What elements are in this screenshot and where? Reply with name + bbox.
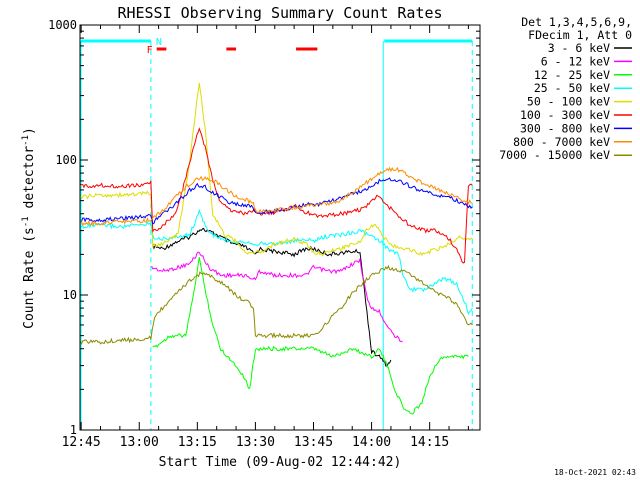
plot-frame (79, 24, 481, 431)
x-tick-label: 13:15 (178, 435, 217, 450)
y-tick-label: 100 (55, 153, 77, 167)
legend-label: 100 - 300 keV (520, 108, 610, 122)
legend: Det 1,3,4,5,6,9, FDecim 1, Att 0 3 - 6 k… (499, 15, 632, 162)
night-flare-bands: NF (80, 37, 473, 430)
x-tick-label: 13:30 (236, 435, 275, 450)
x-tick-label: 14:15 (410, 435, 449, 450)
y-tick-label: 10 (63, 288, 77, 302)
series-line (152, 227, 392, 367)
series-line (80, 127, 473, 264)
series-line (79, 264, 473, 345)
generation-timestamp: 18-Oct-2021 02:43 (554, 468, 636, 477)
legend-label: 800 - 7000 keV (513, 135, 610, 149)
chart-title: RHESSI Observing Summary Count Rates (117, 4, 442, 22)
legend-label: 12 - 25 keV (534, 68, 610, 82)
x-axis-label: Start Time (09-Aug-02 12:44:42) (159, 455, 402, 470)
series-lines (79, 82, 473, 415)
legend-header-line: FDecim 1, Att 0 (528, 28, 632, 42)
series-line (151, 251, 403, 343)
series-line (79, 82, 473, 257)
legend-label: 25 - 50 keV (534, 81, 610, 95)
y-label-part: ) (22, 127, 37, 135)
night-label: N (156, 37, 162, 48)
x-tick-label: 12:45 (62, 435, 101, 450)
legend-label: 300 - 800 keV (520, 121, 610, 135)
legend-label: 6 - 12 keV (541, 54, 610, 68)
x-tick-label: 13:45 (294, 435, 333, 450)
legend-header-line: Det 1,3,4,5,6,9, (521, 15, 632, 29)
series-line (152, 257, 469, 415)
y-axis-label: Count Rate (s-1 detector-1) (21, 127, 37, 329)
flare-label: F (147, 45, 153, 56)
y-label-part: detector (22, 146, 37, 217)
legend-label: 50 - 100 keV (527, 95, 610, 109)
y-tick-label: 1000 (48, 18, 77, 32)
x-tick-label: 14:00 (352, 435, 391, 450)
legend-label: 3 - 6 keV (548, 41, 610, 55)
series-line (80, 166, 473, 227)
x-tick-label: 13:00 (120, 435, 159, 450)
series-line (80, 208, 473, 316)
y-label-superscript: -1 (21, 216, 31, 227)
y-axis: 1 10 100 1000 (48, 18, 480, 437)
series-line (80, 177, 473, 225)
y-label-part: Count Rate (s (22, 227, 37, 329)
y-tick-label: 1 (70, 423, 77, 437)
legend-label: 7000 - 15000 keV (499, 148, 610, 162)
x-axis: 12:45 13:00 13:15 13:30 13:45 14:00 14:15 (62, 25, 469, 450)
y-label-superscript: -1 (21, 135, 31, 146)
